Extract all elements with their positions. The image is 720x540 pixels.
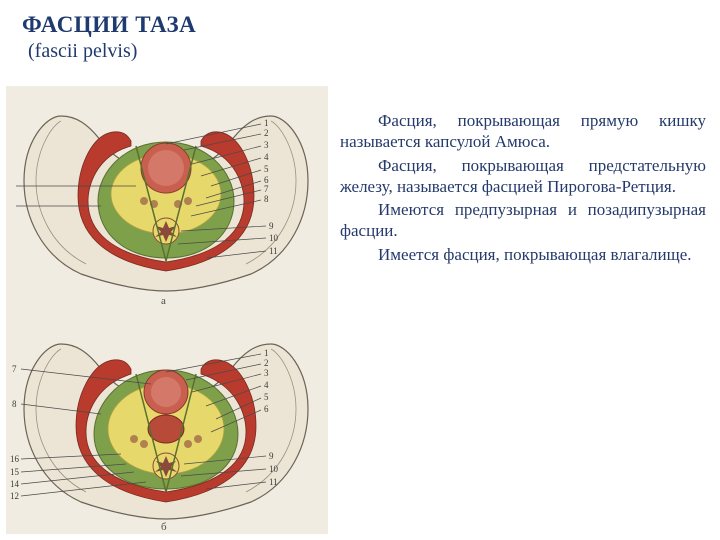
label-1: 1 <box>264 118 269 128</box>
label-3: 3 <box>264 140 269 150</box>
rectum-top <box>153 218 179 244</box>
label-11: 11 <box>269 246 278 256</box>
bll-7: 7 <box>12 364 17 374</box>
body-text: Фасция, покрывающая прямую кишку называе… <box>340 110 706 267</box>
blabel-4: 4 <box>264 380 269 390</box>
bll-8: 8 <box>12 399 17 409</box>
blabel-11: 11 <box>269 477 278 487</box>
para-1: Фасция, покрывающая прямую кишку называе… <box>340 110 706 153</box>
blabel-3: 3 <box>264 368 269 378</box>
anatomy-svg: 1 2 3 4 5 6 7 8 9 10 11 а <box>6 86 328 534</box>
label-7: 7 <box>264 184 269 194</box>
label-10: 10 <box>269 233 279 243</box>
blabel-5: 5 <box>264 392 269 402</box>
uterus <box>148 415 184 443</box>
blabel-6: 6 <box>264 404 269 414</box>
bll-16: 16 <box>10 454 20 464</box>
anatomy-figure: 1 2 3 4 5 6 7 8 9 10 11 а <box>6 86 328 534</box>
bll-14: 14 <box>10 479 20 489</box>
para-4: Имеется фасция, покрывающая влагалище. <box>340 244 706 265</box>
blabel-10: 10 <box>269 464 279 474</box>
blabel-1: 1 <box>264 348 269 358</box>
label-9: 9 <box>269 221 274 231</box>
label-5: 5 <box>264 164 269 174</box>
title-block: ФАСЦИИ ТАЗА (fascii pelvis) <box>22 12 196 63</box>
page-title: ФАСЦИИ ТАЗА <box>22 12 196 38</box>
blabel-2: 2 <box>264 358 269 368</box>
blabel-9: 9 <box>269 451 274 461</box>
label-8: 8 <box>264 194 269 204</box>
label-2: 2 <box>264 128 269 138</box>
para-3: Имеются предпузырная и позадипузырная фа… <box>340 199 706 242</box>
para-2: Фасция, покрывающая предстательную желез… <box>340 155 706 198</box>
panel-label-b: б <box>161 521 167 533</box>
page-subtitle: (fascii pelvis) <box>28 40 196 63</box>
panel-label-a: а <box>161 295 166 307</box>
bll-12: 12 <box>10 491 19 501</box>
panel-bottom: 1 2 3 4 5 6 9 10 11 7 8 16 15 14 12 б <box>10 344 308 533</box>
panel-top: 1 2 3 4 5 6 7 8 9 10 11 а <box>16 116 308 307</box>
label-4: 4 <box>264 152 269 162</box>
bll-15: 15 <box>10 467 20 477</box>
